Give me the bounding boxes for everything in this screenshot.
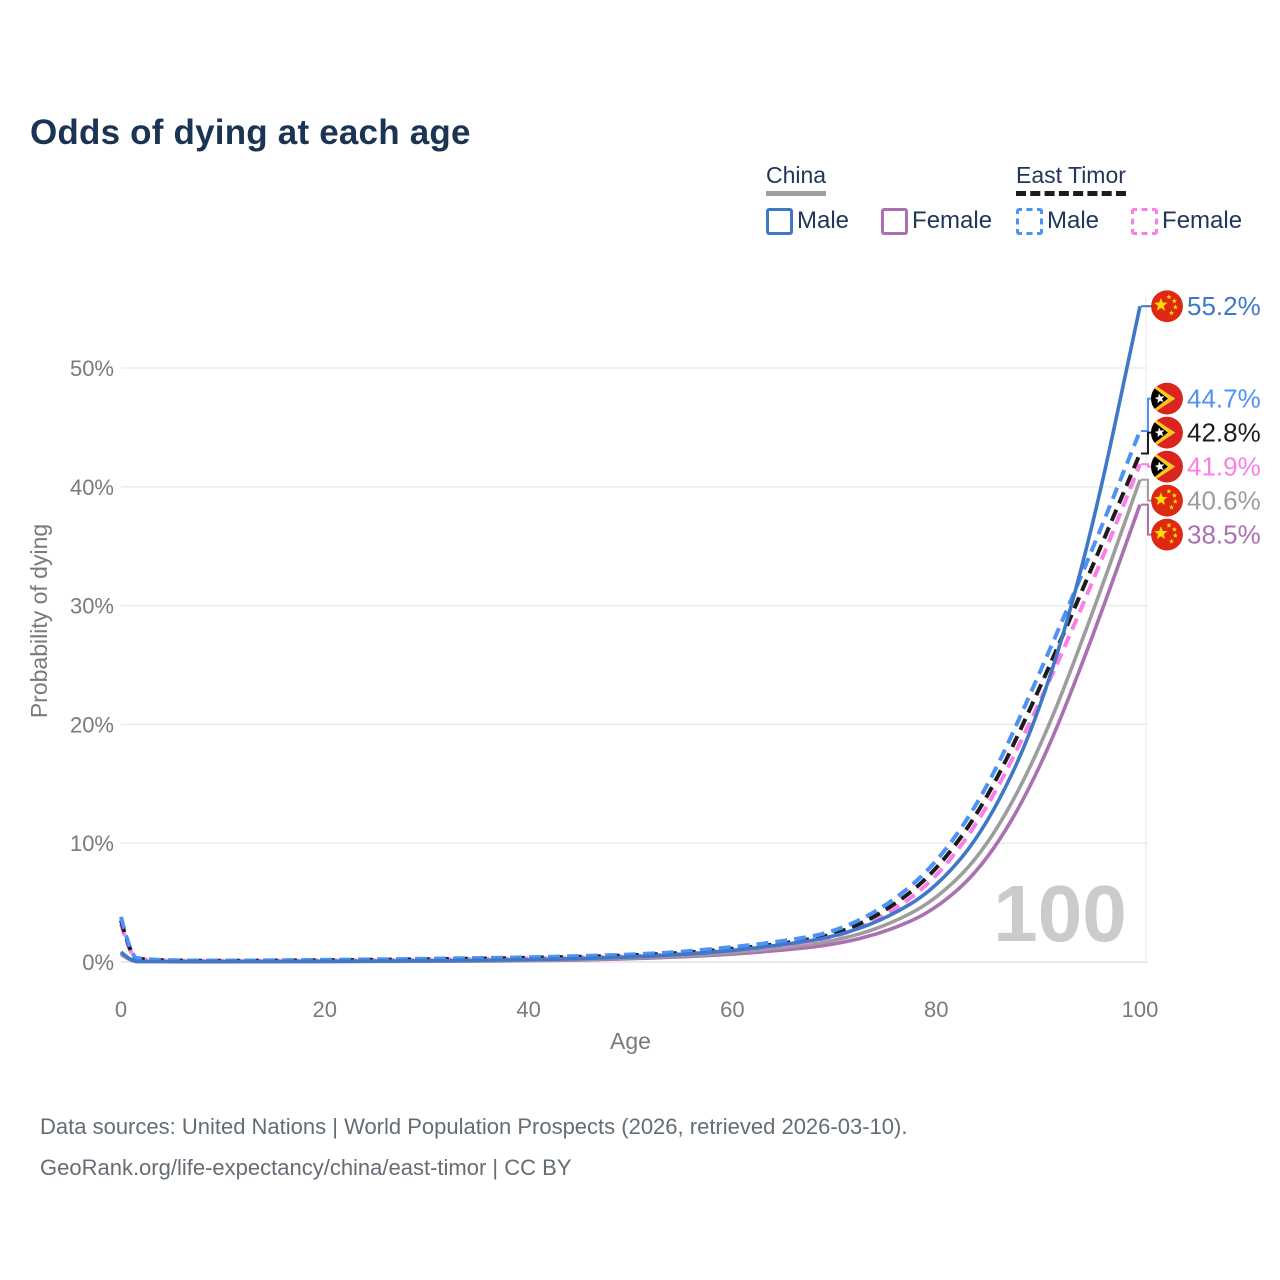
y-axis-label: Probability of dying <box>26 524 52 718</box>
legend-swatch-east-timor-male <box>1016 207 1043 235</box>
legend-item-east-timor-male[interactable]: Male <box>1016 207 1099 235</box>
y-tick-40: 40% <box>70 475 114 500</box>
flag-east-timor-icon <box>1151 416 1183 449</box>
legend-label-china-female: Female <box>912 207 993 234</box>
end-value-et_male: 44.7% <box>1187 384 1261 414</box>
legend-header-east-timor[interactable]: East Timor <box>1016 162 1126 196</box>
end-label-et_total: 42.8% <box>1141 416 1261 455</box>
series-line-et_male[interactable] <box>119 430 1142 963</box>
y-tick-50: 50% <box>70 356 114 381</box>
series-line-et_total[interactable] <box>119 452 1142 963</box>
leader-line-china_total <box>1141 478 1152 502</box>
legend-swatch-east-timor-female <box>1131 207 1159 235</box>
y-tick-0: 0% <box>82 950 114 975</box>
series-line-et_female[interactable] <box>119 463 1142 963</box>
y-tick-20: 20% <box>70 712 114 737</box>
legend-group-east-timor: East Timor Male Female <box>1016 162 1242 235</box>
attribution-text: GeoRank.org/life-expectancy/china/east-t… <box>40 1155 572 1180</box>
data-sources-text: Data sources: United Nations | World Pop… <box>40 1114 908 1139</box>
legend-swatch-china-female <box>881 207 909 235</box>
end-value-et_total: 42.8% <box>1187 418 1261 448</box>
x-tick-80: 80 <box>924 997 948 1022</box>
age-counter-watermark: 100 <box>993 869 1126 958</box>
legend-label-east-timor-male: Male <box>1047 207 1100 234</box>
end-value-china_female: 38.5% <box>1187 520 1261 550</box>
legend-label-china-male: Male <box>797 207 850 234</box>
end-value-china_total: 40.6% <box>1187 486 1261 516</box>
legend-header-china[interactable]: China <box>766 162 827 196</box>
end-label-et_female: 41.9% <box>1141 450 1261 483</box>
leader-line-et_female <box>1141 463 1152 468</box>
legend-swatch-china-male <box>766 207 793 235</box>
x-tick-100: 100 <box>1122 997 1159 1022</box>
end-value-et_female: 41.9% <box>1187 452 1261 482</box>
series-line-china_total[interactable] <box>119 479 1142 964</box>
series-line-china_female[interactable] <box>119 503 1142 964</box>
legend-item-china-female[interactable]: Female <box>881 207 992 235</box>
flag-east-timor-icon <box>1151 382 1183 415</box>
flag-east-timor-icon <box>1151 450 1183 483</box>
chart-footer: Data sources: United Nations | World Pop… <box>40 1106 907 1188</box>
flag-china-icon <box>1151 518 1183 551</box>
end-label-china_total: 40.6% <box>1141 478 1261 517</box>
x-tick-60: 60 <box>720 997 744 1022</box>
legend-label-east-timor-female: Female <box>1162 207 1243 234</box>
x-tick-40: 40 <box>516 997 540 1022</box>
legend-item-china-male[interactable]: Male <box>766 207 849 235</box>
series-line-china_male[interactable] <box>119 305 1142 964</box>
page-title: Odds of dying at each age <box>30 113 471 153</box>
end-label-china_female: 38.5% <box>1141 503 1261 551</box>
x-tick-0: 0 <box>115 997 127 1022</box>
leader-line-et_male <box>1141 397 1152 432</box>
leader-line-china_female <box>1141 503 1152 536</box>
legend-item-east-timor-female[interactable]: Female <box>1131 207 1242 235</box>
end-value-china_male: 55.2% <box>1187 291 1261 321</box>
y-tick-10: 10% <box>70 831 114 856</box>
flag-china-icon <box>1151 484 1183 517</box>
legend-group-china: China Male Female <box>766 162 992 235</box>
flag-china-icon <box>1151 290 1183 323</box>
leader-line-et_total <box>1141 431 1152 455</box>
y-tick-30: 30% <box>70 594 114 619</box>
end-label-et_male: 44.7% <box>1141 382 1261 432</box>
x-tick-20: 20 <box>313 997 337 1022</box>
x-axis-label: Age <box>610 1028 651 1054</box>
end-label-china_male: 55.2% <box>1141 290 1261 323</box>
